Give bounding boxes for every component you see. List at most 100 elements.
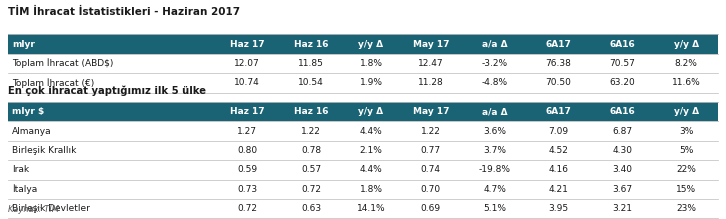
- Text: Haz 16: Haz 16: [294, 107, 328, 116]
- Bar: [590, 160, 654, 180]
- Bar: [8, 180, 216, 199]
- Text: 0.72: 0.72: [301, 185, 321, 194]
- Text: 70.50: 70.50: [545, 78, 571, 87]
- Text: 0.77: 0.77: [421, 146, 441, 155]
- Bar: [462, 102, 526, 121]
- Text: 0.57: 0.57: [301, 165, 321, 174]
- Text: y/y Δ: y/y Δ: [359, 107, 383, 116]
- Text: 1.27: 1.27: [237, 127, 257, 136]
- Bar: [343, 160, 399, 180]
- Bar: [462, 160, 526, 180]
- Text: 3.7%: 3.7%: [483, 146, 506, 155]
- Bar: [399, 73, 462, 93]
- Text: 11.6%: 11.6%: [672, 78, 701, 87]
- Text: y/y Δ: y/y Δ: [359, 40, 383, 49]
- Bar: [216, 73, 280, 93]
- Text: İtalya: İtalya: [12, 184, 38, 194]
- Text: Toplam İhracat (€): Toplam İhracat (€): [12, 78, 94, 88]
- Text: 1.22: 1.22: [421, 127, 441, 136]
- Bar: [216, 34, 280, 54]
- Bar: [8, 121, 216, 141]
- Bar: [216, 102, 280, 121]
- Bar: [526, 180, 590, 199]
- Bar: [590, 121, 654, 141]
- Bar: [399, 160, 462, 180]
- Bar: [399, 54, 462, 73]
- Text: May 17: May 17: [412, 40, 449, 49]
- Bar: [8, 34, 216, 54]
- Text: -19.8%: -19.8%: [478, 165, 510, 174]
- Bar: [462, 54, 526, 73]
- Bar: [399, 121, 462, 141]
- Bar: [526, 141, 590, 160]
- Text: a/a Δ: a/a Δ: [482, 40, 507, 49]
- Text: 0.80: 0.80: [237, 146, 258, 155]
- Bar: [399, 199, 462, 218]
- Bar: [462, 180, 526, 199]
- Bar: [590, 141, 654, 160]
- Text: a/a Δ: a/a Δ: [482, 107, 507, 116]
- Bar: [216, 199, 280, 218]
- Bar: [280, 102, 343, 121]
- Bar: [462, 34, 526, 54]
- Bar: [654, 34, 718, 54]
- Bar: [526, 121, 590, 141]
- Bar: [526, 34, 590, 54]
- Text: Almanya: Almanya: [12, 127, 52, 136]
- Text: 70.57: 70.57: [609, 59, 635, 68]
- Text: 6A16: 6A16: [609, 107, 635, 116]
- Text: -4.8%: -4.8%: [481, 78, 507, 87]
- Text: mlyr $: mlyr $: [12, 107, 44, 116]
- Bar: [343, 54, 399, 73]
- Bar: [462, 121, 526, 141]
- Text: 22%: 22%: [676, 165, 696, 174]
- Text: 0.74: 0.74: [421, 165, 441, 174]
- Text: Birleşik Krallık: Birleşik Krallık: [12, 146, 77, 155]
- Text: 8.2%: 8.2%: [674, 59, 698, 68]
- Bar: [590, 54, 654, 73]
- Text: 4.4%: 4.4%: [359, 165, 383, 174]
- Text: TİM İhracat İstatistikleri - Haziran 2017: TİM İhracat İstatistikleri - Haziran 201…: [8, 7, 240, 17]
- Text: 3.21: 3.21: [612, 204, 632, 213]
- Bar: [8, 160, 216, 180]
- Bar: [399, 102, 462, 121]
- Bar: [654, 180, 718, 199]
- Bar: [216, 54, 280, 73]
- Text: 15%: 15%: [676, 185, 696, 194]
- Bar: [526, 199, 590, 218]
- Bar: [590, 180, 654, 199]
- Bar: [526, 102, 590, 121]
- Bar: [280, 73, 343, 93]
- Bar: [526, 160, 590, 180]
- Bar: [280, 199, 343, 218]
- Bar: [216, 121, 280, 141]
- Bar: [654, 160, 718, 180]
- Text: 4.30: 4.30: [612, 146, 632, 155]
- Text: 63.20: 63.20: [609, 78, 635, 87]
- Text: 10.54: 10.54: [298, 78, 324, 87]
- Text: 1.8%: 1.8%: [359, 59, 383, 68]
- Bar: [343, 73, 399, 93]
- Bar: [8, 102, 216, 121]
- Text: 12.07: 12.07: [234, 59, 260, 68]
- Text: 4.52: 4.52: [549, 146, 568, 155]
- Bar: [280, 180, 343, 199]
- Text: 0.70: 0.70: [421, 185, 441, 194]
- Text: Toplam İhracat (ABD$): Toplam İhracat (ABD$): [12, 59, 114, 69]
- Bar: [8, 141, 216, 160]
- Text: 3%: 3%: [679, 127, 693, 136]
- Text: 3.95: 3.95: [548, 204, 568, 213]
- Text: 0.78: 0.78: [301, 146, 321, 155]
- Text: 1.9%: 1.9%: [359, 78, 383, 87]
- Bar: [526, 54, 590, 73]
- Text: 11.85: 11.85: [298, 59, 324, 68]
- Bar: [343, 199, 399, 218]
- Bar: [343, 102, 399, 121]
- Bar: [654, 121, 718, 141]
- Text: 0.72: 0.72: [237, 204, 257, 213]
- Text: May 17: May 17: [412, 107, 449, 116]
- Bar: [216, 160, 280, 180]
- Text: 23%: 23%: [676, 204, 696, 213]
- Text: 1.22: 1.22: [301, 127, 321, 136]
- Bar: [8, 199, 216, 218]
